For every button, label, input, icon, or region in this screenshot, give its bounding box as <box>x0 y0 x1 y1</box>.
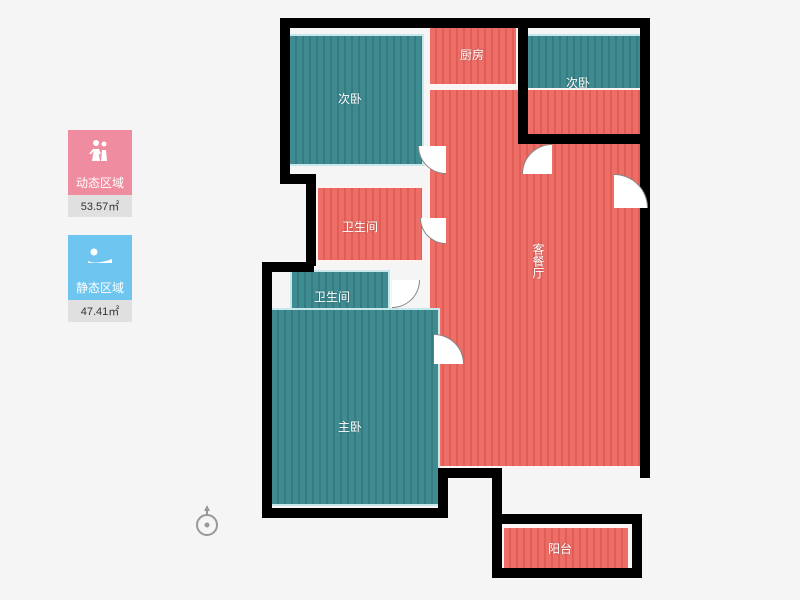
legend-static-value: 47.41㎡ <box>68 300 132 322</box>
legend-dynamic-value: 53.57㎡ <box>68 195 132 217</box>
legend-dynamic-title: 动态区域 <box>68 170 132 195</box>
wall-segment <box>640 18 650 478</box>
room-kitchen <box>428 26 518 86</box>
legend-static-box: 静态区域 <box>68 235 132 300</box>
floorplan: 厨房次卧次卧客餐厅卫生间卫生间主卧阳台 <box>270 18 700 578</box>
rest-icon <box>78 235 122 275</box>
legend-dynamic: 动态区域 53.57㎡ <box>55 130 145 217</box>
room-secbed_left <box>288 34 424 166</box>
wall-segment <box>438 468 500 478</box>
wall-segment <box>262 262 272 514</box>
room-master <box>270 308 440 506</box>
compass-icon <box>190 505 224 539</box>
wall-segment <box>518 134 650 144</box>
legend-static: 静态区域 47.41㎡ <box>55 235 145 322</box>
wall-segment <box>492 568 642 578</box>
wall-segment <box>518 28 528 142</box>
legend-static-title: 静态区域 <box>68 275 132 300</box>
wall-segment <box>280 18 650 28</box>
wall-segment <box>262 508 446 518</box>
wall-segment <box>280 18 290 178</box>
wall-segment <box>492 514 502 576</box>
wall-segment <box>492 514 642 524</box>
wall-segment <box>306 174 316 266</box>
legend-dynamic-box: 动态区域 <box>68 130 132 195</box>
wall-segment <box>632 514 642 576</box>
door-arc <box>418 146 446 174</box>
room-bath1 <box>316 186 424 262</box>
legend-panel: 动态区域 53.57㎡ 静态区域 47.41㎡ <box>55 130 145 340</box>
door-arc <box>392 280 420 308</box>
people-icon <box>78 130 122 170</box>
room-living <box>428 88 644 468</box>
wall-segment <box>492 468 502 520</box>
room-balcony <box>502 526 630 570</box>
